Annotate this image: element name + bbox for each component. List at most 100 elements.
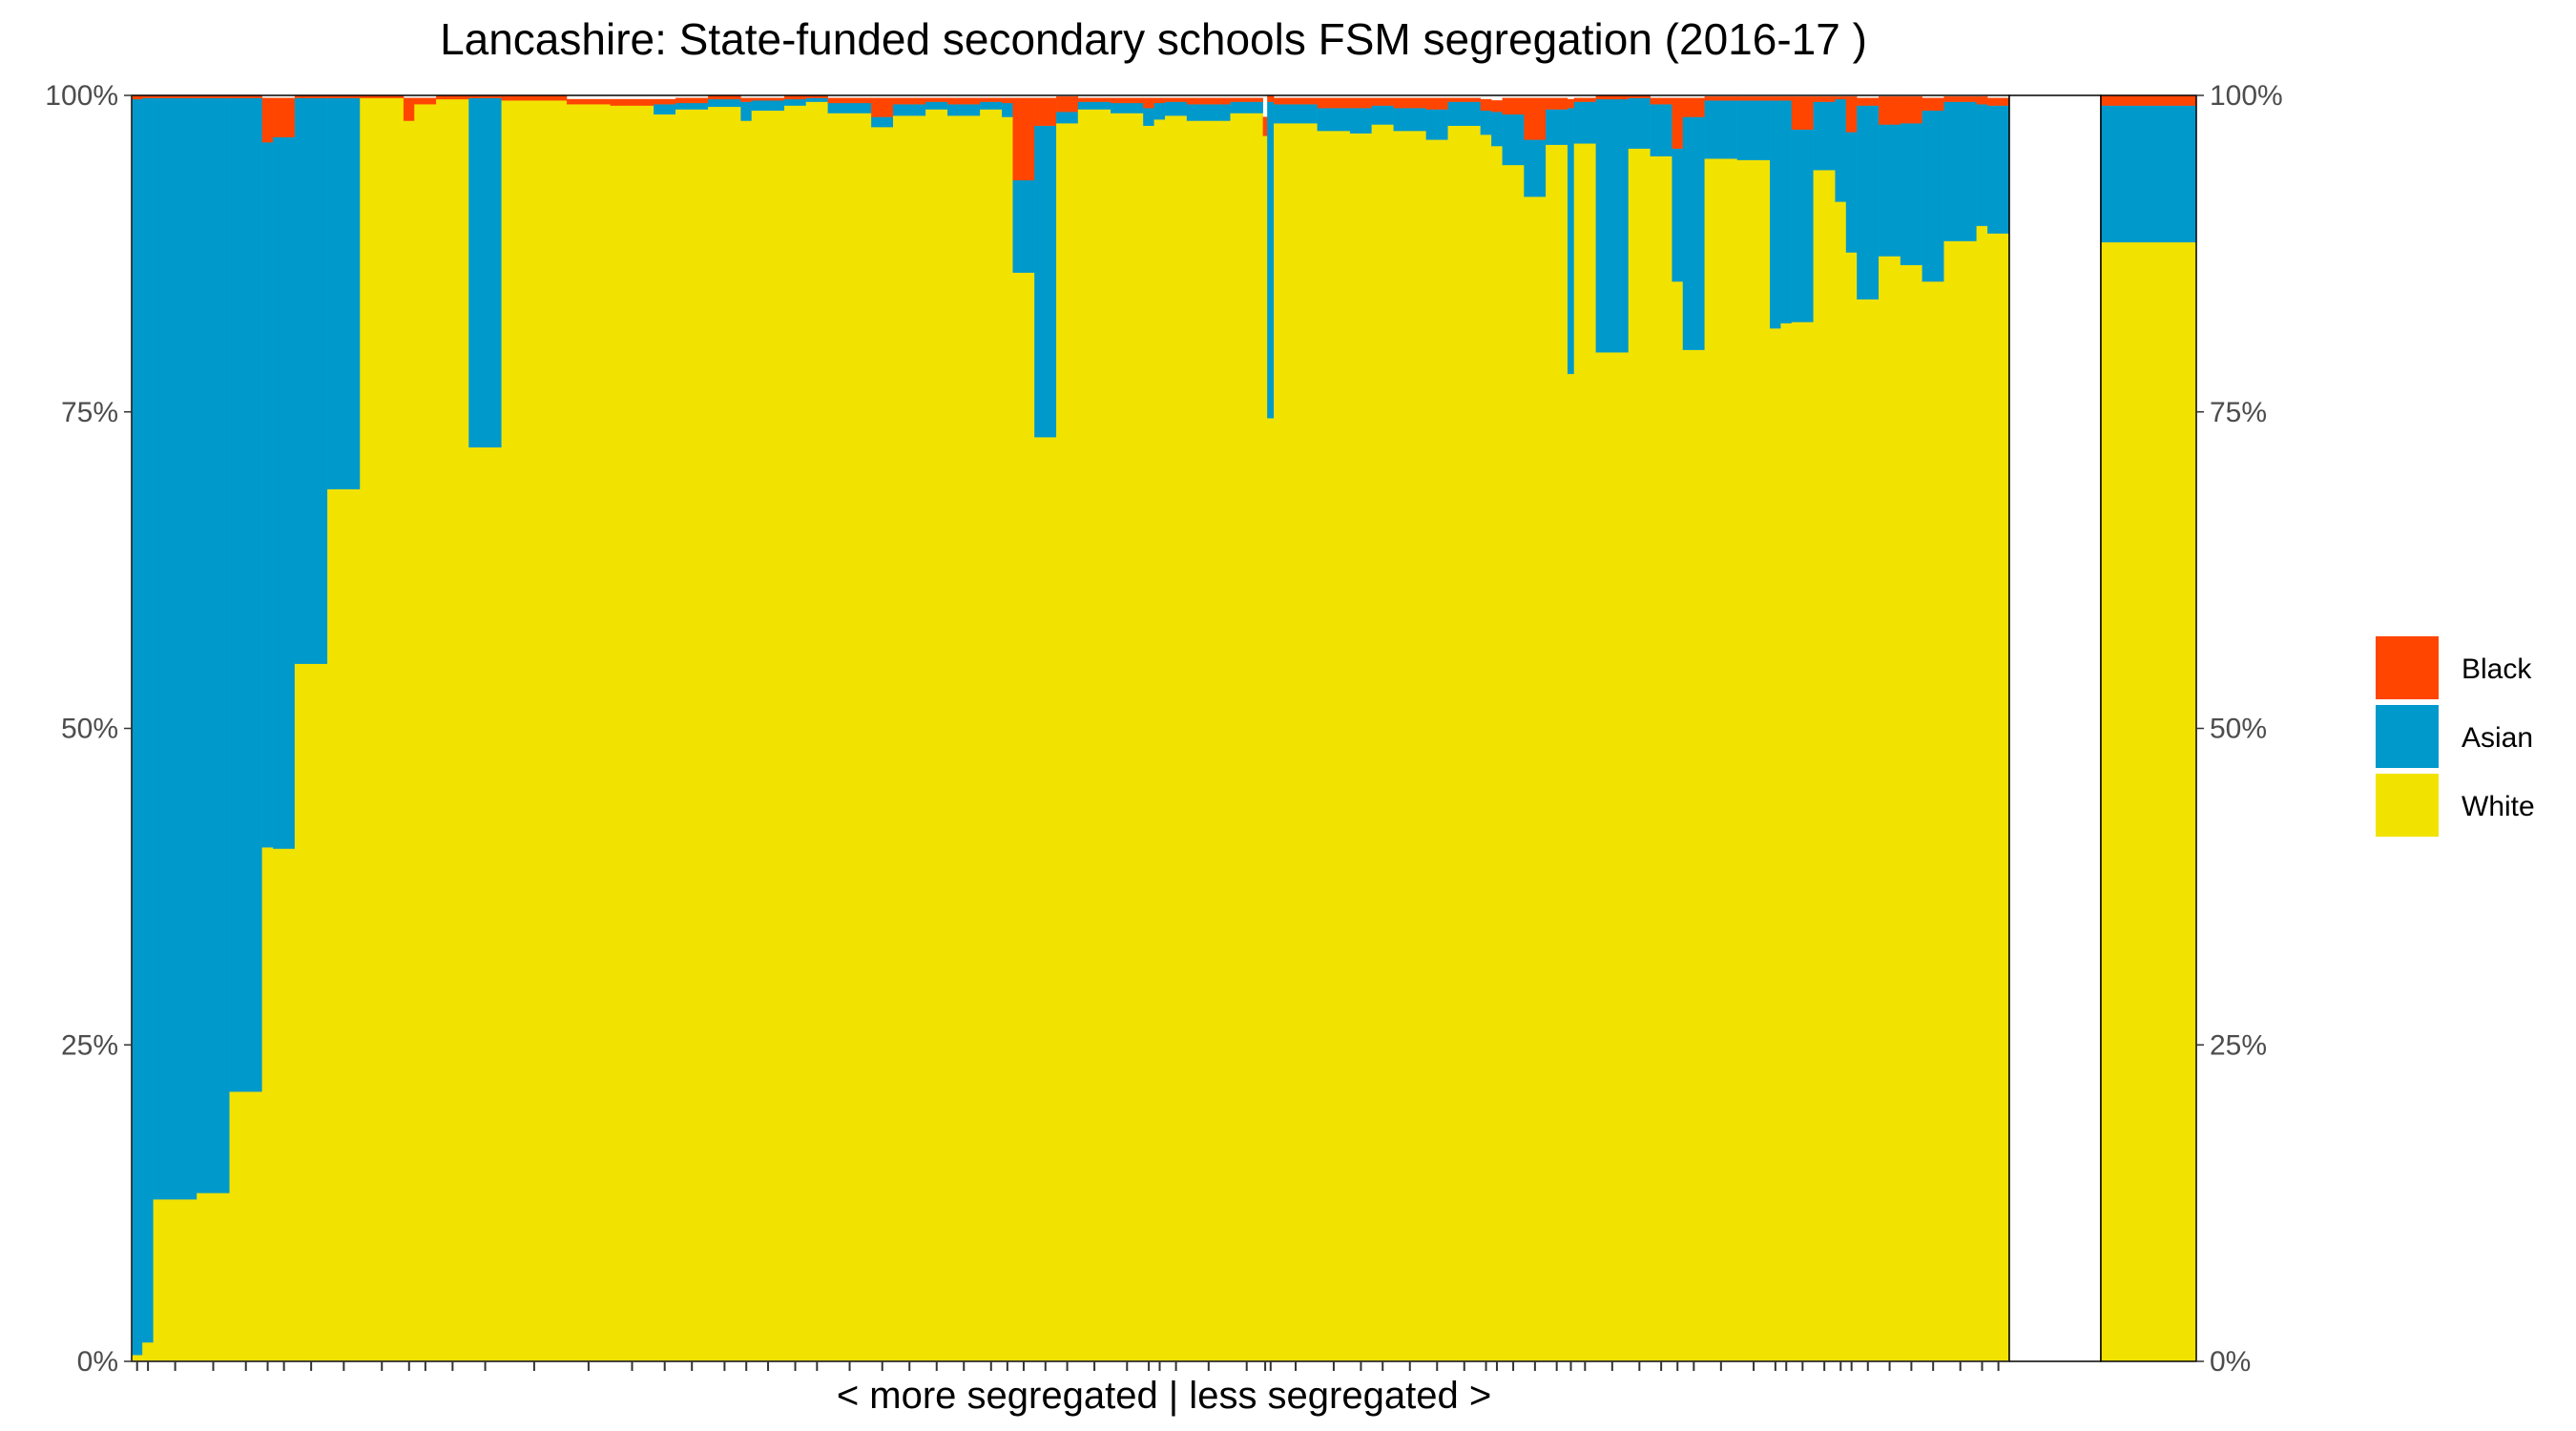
school-bar-black-segment: [1672, 97, 1684, 149]
school-bar: [1567, 98, 1575, 1362]
school-bar-white-segment: [153, 1198, 197, 1362]
school-bar: [675, 97, 709, 1362]
school-bar-black-segment: [1480, 98, 1492, 112]
bars-total: [2100, 94, 2197, 1362]
y-tick-label: 50%: [61, 714, 118, 745]
school-bar: [783, 94, 807, 1362]
school-bar-asian-segment: [468, 97, 502, 448]
school-bar: [1780, 96, 1793, 1362]
school-bar-white-segment: [947, 115, 981, 1362]
school-bar-white-segment: [131, 1355, 143, 1362]
school-bar: [1371, 97, 1394, 1362]
total-bar-white-segment: [2100, 241, 2197, 1362]
school-bar-asian-segment: [1595, 98, 1630, 353]
school-bar-black-segment: [1153, 97, 1166, 104]
school-bar: [153, 94, 197, 1362]
school-bar-asian-segment: [1650, 104, 1672, 156]
school-bar: [1682, 97, 1705, 1362]
school-bar-black-segment: [414, 97, 437, 105]
school-bar-asian-segment: [1736, 100, 1771, 160]
school-bar: [360, 94, 405, 1362]
school-bar: [1002, 97, 1013, 1362]
school-bar: [501, 94, 568, 1362]
school-bar: [1736, 96, 1771, 1362]
school-bar-black-segment: [1274, 97, 1318, 105]
school-bar-black-segment: [1502, 97, 1525, 115]
school-bar-white-segment: [566, 104, 611, 1362]
school-bar-black-segment: [925, 97, 948, 102]
school-bar-white-segment: [805, 101, 828, 1362]
school-bar-black-segment: [1143, 97, 1154, 109]
school-bar-black-segment: [1524, 97, 1547, 140]
school-bar-asian-segment: [1770, 100, 1781, 329]
school-bar-asian-segment: [1034, 125, 1057, 438]
y-axis-right: 0% 25% 50% 75% 100%: [2196, 80, 2283, 1378]
school-bar: [751, 97, 785, 1362]
school-bar: [1274, 97, 1318, 1362]
school-bar-white-segment: [1012, 272, 1035, 1362]
school-bar: [1791, 96, 1814, 1362]
school-bar-asian-segment: [153, 97, 197, 1200]
school-bar-black-segment: [947, 97, 981, 105]
school-bar-black-segment: [1704, 96, 1738, 101]
school-bar: [1704, 96, 1738, 1362]
school-bar: [1770, 96, 1781, 1362]
school-bar: [1230, 97, 1263, 1362]
school-bar-asian-segment: [871, 116, 894, 128]
school-bar-asian-segment: [1491, 112, 1503, 147]
school-bar-asian-segment: [1274, 104, 1318, 124]
legend: Black Asian White: [2376, 636, 2535, 837]
school-bar: [1056, 96, 1079, 1362]
school-bar-black-segment: [1900, 96, 1922, 124]
school-bar-white-segment: [273, 848, 296, 1362]
school-bar: [947, 97, 981, 1362]
school-bar-white-segment: [1502, 164, 1525, 1362]
school-bar-white-segment: [783, 105, 807, 1362]
school-bar-white-segment: [414, 104, 437, 1362]
school-bar-white-segment: [1447, 125, 1482, 1362]
school-bar: [1943, 96, 1977, 1362]
school-bar: [436, 94, 469, 1362]
school-bar: [1111, 97, 1144, 1362]
school-bar-white-segment: [1425, 139, 1448, 1362]
school-bar-white-segment: [1274, 123, 1318, 1362]
school-bar-black-segment: [1567, 98, 1575, 109]
school-bar-black-segment: [1491, 100, 1503, 113]
school-bar: [566, 98, 611, 1362]
school-bar-asian-segment: [1987, 105, 2010, 234]
school-bar-black-segment: [1034, 97, 1057, 126]
school-bar-black-segment: [1845, 96, 1858, 133]
y-tick-label: 75%: [61, 397, 118, 428]
school-bar-white-segment: [1143, 125, 1154, 1362]
school-bar-asian-segment: [1628, 97, 1651, 149]
school-bar-white-segment: [197, 1192, 230, 1362]
school-bar: [1546, 97, 1568, 1362]
school-bar-asian-segment: [142, 97, 154, 1343]
school-bar-black-segment: [1111, 97, 1144, 104]
school-bar-white-segment: [1186, 120, 1231, 1362]
school-bar: [1672, 97, 1684, 1362]
school-bar: [610, 98, 654, 1362]
school-bar-asian-segment: [1425, 109, 1448, 140]
school-bar-asian-segment: [273, 136, 296, 849]
school-bar-black-segment: [740, 97, 753, 102]
school-bar-asian-segment: [1524, 139, 1547, 197]
school-bar-white-segment: [294, 663, 328, 1362]
school-bar-asian-segment: [1857, 105, 1880, 300]
school-bar-asian-segment: [131, 98, 143, 1356]
school-bar: [1976, 96, 1988, 1362]
school-bar-black-segment: [1317, 97, 1351, 109]
school-bar-white-segment: [1002, 116, 1013, 1362]
y-axis-left: 0% 25% 50% 75% 100%: [45, 80, 133, 1378]
bars-main: [131, 94, 2010, 1362]
school-bar-black-segment: [501, 94, 568, 101]
school-bar: [1900, 96, 1922, 1362]
school-bar-asian-segment: [1546, 109, 1568, 145]
school-bar: [1012, 97, 1035, 1362]
school-bar-white-segment: [1573, 143, 1596, 1362]
school-bar-white-segment: [1595, 352, 1630, 1362]
school-bar-black-segment: [827, 97, 872, 104]
school-bar-black-segment: [1393, 97, 1426, 109]
school-bar-asian-segment: [1573, 101, 1596, 144]
